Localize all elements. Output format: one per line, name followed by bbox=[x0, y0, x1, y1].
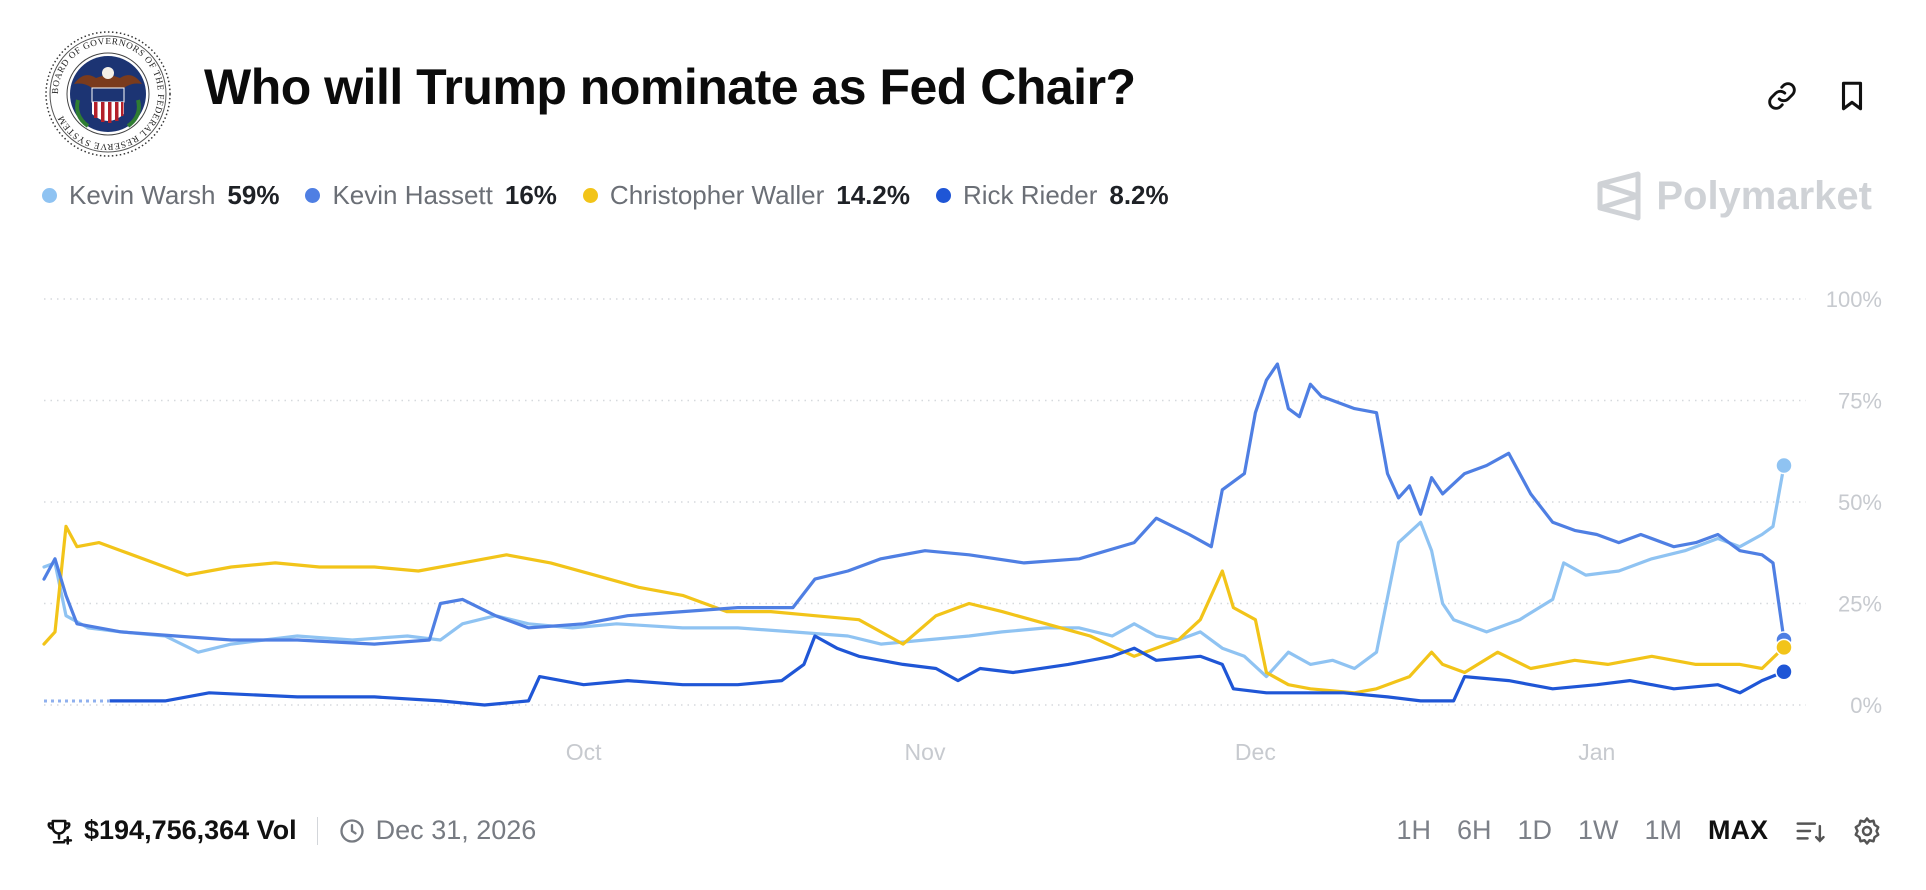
legend-item-waller[interactable]: Christopher Waller 14.2% bbox=[582, 180, 910, 211]
series-endpoint bbox=[1775, 638, 1793, 657]
legend-dot bbox=[935, 188, 951, 203]
legend-item-rieder[interactable]: Rick Rieder 8.2% bbox=[935, 180, 1169, 211]
time-range-selector: 1H 6H 1D 1W 1M MAX bbox=[1370, 815, 1882, 846]
range-6h[interactable]: 6H bbox=[1456, 815, 1492, 845]
trophy-icon bbox=[44, 816, 74, 846]
end-date-text: Dec 31, 2026 bbox=[375, 815, 537, 845]
legend-percent: 14.2% bbox=[836, 180, 910, 210]
y-tick-label: 100% bbox=[1826, 287, 1882, 312]
y-tick-label: 75% bbox=[1838, 389, 1882, 414]
x-tick-label: Dec bbox=[1235, 739, 1276, 765]
sort-lines-icon[interactable] bbox=[1794, 816, 1826, 846]
legend-name: Kevin Hassett bbox=[332, 180, 493, 210]
watermark-text: Polymarket bbox=[1656, 173, 1872, 218]
link-icon[interactable] bbox=[1762, 76, 1802, 116]
x-tick-label: Jan bbox=[1578, 739, 1615, 765]
series-endpoint bbox=[1775, 662, 1793, 681]
settings-gear-icon[interactable] bbox=[1852, 816, 1882, 846]
legend-name: Rick Rieder bbox=[962, 180, 1098, 210]
chart-legend: Kevin Warsh 59% Kevin Hassett 16% Christ… bbox=[42, 180, 1169, 211]
clock-icon bbox=[338, 817, 366, 845]
series-line bbox=[42, 362, 1786, 646]
footer-divider bbox=[316, 816, 318, 845]
x-tick-label: Nov bbox=[905, 739, 946, 765]
series-endpoint bbox=[1775, 456, 1793, 475]
legend-dot bbox=[305, 188, 321, 203]
legend-name: Christopher Waller bbox=[609, 180, 825, 210]
series-line bbox=[108, 634, 1786, 707]
legend-percent: 59% bbox=[227, 180, 280, 210]
legend-item-hassett[interactable]: Kevin Hassett 16% bbox=[305, 180, 557, 211]
series-line bbox=[42, 463, 1786, 679]
range-max[interactable]: MAX bbox=[1708, 815, 1768, 845]
series-line bbox=[42, 524, 1786, 695]
legend-dot bbox=[582, 188, 598, 203]
range-1m[interactable]: 1M bbox=[1644, 815, 1682, 845]
legend-name: Kevin Warsh bbox=[69, 180, 216, 210]
range-1w[interactable]: 1W bbox=[1577, 815, 1619, 845]
legend-dot bbox=[42, 188, 57, 203]
polymarket-logo-icon bbox=[1597, 171, 1641, 221]
bookmark-icon[interactable] bbox=[1832, 76, 1872, 116]
x-tick-label: Oct bbox=[566, 739, 602, 765]
legend-item-warsh[interactable]: Kevin Warsh 59% bbox=[42, 180, 279, 211]
federal-reserve-seal-logo: BOARD OF GOVERNORS OF THE FEDERAL RESERV… bbox=[44, 30, 172, 158]
price-history-chart[interactable]: 0% 25% 50% 75% 100% Oct Nov Dec Jan bbox=[0, 260, 1926, 800]
page-title: Who will Trump nominate as Fed Chair? bbox=[204, 59, 1136, 115]
y-tick-label: 25% bbox=[1838, 592, 1882, 617]
polymarket-watermark: Polymarket bbox=[1596, 170, 1872, 222]
range-1h[interactable]: 1H bbox=[1396, 815, 1431, 845]
range-1d[interactable]: 1D bbox=[1517, 815, 1552, 845]
y-tick-label: 50% bbox=[1838, 490, 1882, 515]
volume-text: $194,756,364 Vol bbox=[84, 815, 297, 845]
y-tick-label: 0% bbox=[1850, 693, 1882, 718]
legend-percent: 8.2% bbox=[1109, 180, 1169, 210]
legend-percent: 16% bbox=[504, 180, 557, 210]
